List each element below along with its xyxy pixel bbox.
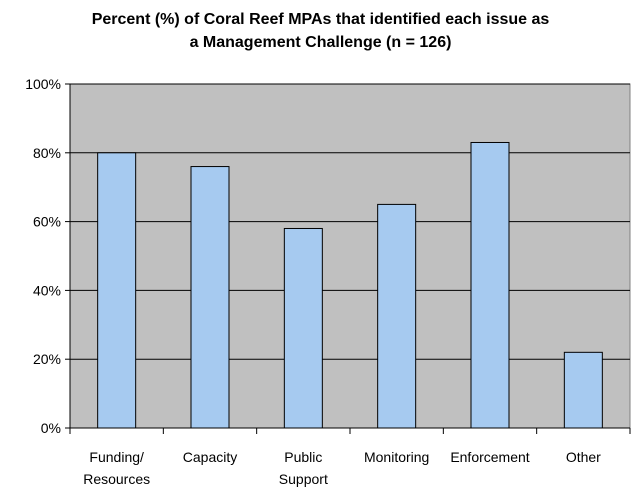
chart-title-line-2: a Management Challenge (n = 126) — [189, 34, 452, 51]
x-category-label: Support — [279, 471, 328, 487]
y-tick-label: 60% — [33, 214, 61, 230]
bar — [190, 166, 230, 429]
bar — [97, 152, 137, 429]
y-tick-label: 20% — [33, 351, 61, 367]
x-category-label: Funding/ — [89, 449, 144, 465]
plot-area — [69, 83, 631, 429]
y-tick-label: 40% — [33, 282, 61, 298]
x-category-label: Other — [566, 449, 601, 465]
y-tick-label: 80% — [33, 145, 61, 161]
y-tick-label: 100% — [25, 76, 61, 92]
x-category-label: Capacity — [183, 449, 237, 465]
bar — [377, 203, 417, 429]
chart-title-line-1: Percent (%) of Coral Reef MPAs that iden… — [91, 11, 550, 28]
bar — [283, 227, 323, 429]
x-category-label: Public — [284, 449, 322, 465]
x-category-label: Enforcement — [450, 449, 529, 465]
x-category-label: Monitoring — [364, 449, 429, 465]
x-category-label: Resources — [83, 471, 150, 487]
chart-title: Percent (%) of Coral Reef MPAs that iden… — [0, 8, 641, 54]
y-tick-label: 0% — [41, 420, 61, 436]
bar — [470, 141, 510, 429]
bar — [563, 351, 603, 429]
